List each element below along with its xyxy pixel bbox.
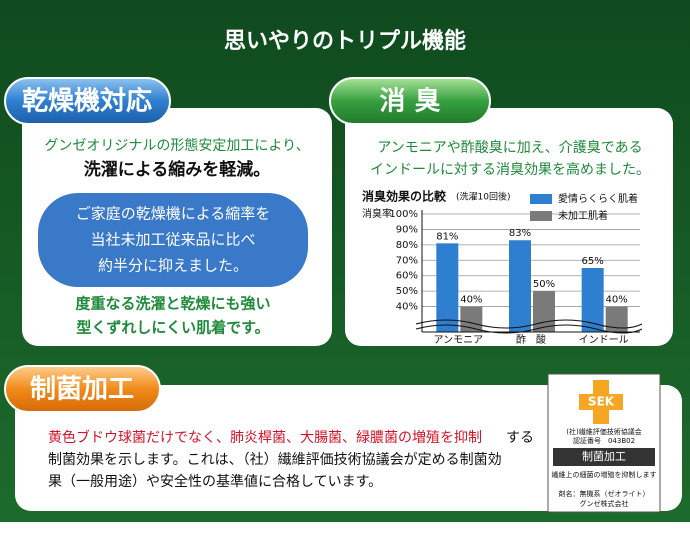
chart: 40% 50% 60% 70% 80% 90% 100% アンモニア 81% 40% 酢 酸 83% 5…: [389, 192, 643, 346]
text-line: 果（一般用途）や安全性の基準値に合格しています。: [48, 473, 382, 490]
badge-text: (社)繊維評価技術協議会: [566, 427, 641, 436]
legend-label: 愛情らくらく肌着: [558, 192, 638, 205]
text-line: アンモニアや酢酸臭に加え、介護臭である: [377, 140, 642, 156]
page-title: 思いやりのトリプル機能: [224, 28, 466, 54]
value-label: 40%: [460, 295, 482, 306]
chart-title: 消臭効果の比較: [362, 189, 447, 204]
badge-text: グンゼ株式会社: [580, 499, 629, 508]
heading-pill: [4, 365, 161, 413]
value-label: 81%: [436, 231, 458, 242]
bar: [509, 240, 531, 332]
value-label: 83%: [509, 228, 531, 239]
heading-pill: [329, 77, 491, 125]
badge-label: 制菌加工: [582, 450, 626, 463]
legend-label: 未加工肌着: [558, 209, 608, 222]
badge-logo: SEK: [588, 395, 615, 409]
heading-pill: [4, 77, 171, 125]
text-line: 当社未加工従来品に比べ: [90, 231, 255, 249]
bar: [436, 243, 459, 332]
highlight-text: 黄色ブドウ球菌だけでなく、肺炎桿菌、大腸菌、緑膿菌の増殖を抑制: [48, 429, 482, 446]
bar: [605, 306, 628, 332]
legend-swatch: [530, 211, 552, 221]
x-tick-label: アンモニア: [434, 335, 484, 346]
text-line: 型くずれしにくい肌着です。: [76, 319, 269, 337]
y-tick-label: 40%: [396, 302, 418, 313]
text-line: グンゼオリジナルの形態安定加工により、: [44, 138, 309, 154]
y-tick-label: 80%: [396, 240, 418, 251]
section-heading: 乾燥機対応: [22, 86, 152, 117]
value-label: 40%: [606, 295, 628, 306]
text-line: 約半分に抑えました。: [98, 257, 248, 275]
value-label: 65%: [582, 256, 604, 267]
badge-text: 剤名：無機系（ゼオライト）: [559, 489, 650, 498]
x-tick-label: 酢 酸: [516, 333, 546, 346]
badge: [547, 373, 661, 513]
badge-text: 繊維上の細菌の増殖を抑制します: [552, 470, 657, 479]
badge-text: 認証番号 043B02: [573, 436, 635, 445]
y-axis-label: 消臭率: [362, 207, 392, 220]
panel: [15, 385, 682, 511]
text-line: ご家庭の乾燥機による縮率を: [76, 205, 271, 223]
bar: [581, 268, 604, 332]
x-tick-label: インドール: [579, 335, 629, 346]
text-line: 制菌効果を示します。これは、（社）繊維評価技術協議会が定める制菌効: [48, 451, 502, 468]
value-label: 50%: [533, 279, 555, 290]
text-line: 度重なる洗濯と乾燥にも強い: [75, 295, 270, 313]
y-tick-label: 100%: [389, 209, 418, 220]
y-tick-label: 50%: [396, 286, 418, 297]
section-heading: 消 臭: [379, 87, 440, 117]
legend-swatch: [530, 194, 552, 204]
y-tick-label: 90%: [396, 224, 418, 235]
y-tick-label: 60%: [396, 271, 418, 282]
text-line: 洗濯による縮みを軽減。: [84, 159, 271, 180]
badge-label-bg: [553, 448, 655, 466]
y-tick-label: 70%: [396, 255, 418, 266]
bar: [460, 306, 483, 332]
bar: [533, 291, 555, 332]
chart-subtitle: (洗濯10回後): [456, 191, 510, 203]
section-heading: 制菌加工: [30, 375, 134, 405]
badge-cross: [579, 380, 623, 424]
text-line: する: [506, 430, 534, 446]
info-box: [38, 193, 308, 287]
text-line: インドールに対する消臭効果を高めました。: [370, 161, 650, 178]
